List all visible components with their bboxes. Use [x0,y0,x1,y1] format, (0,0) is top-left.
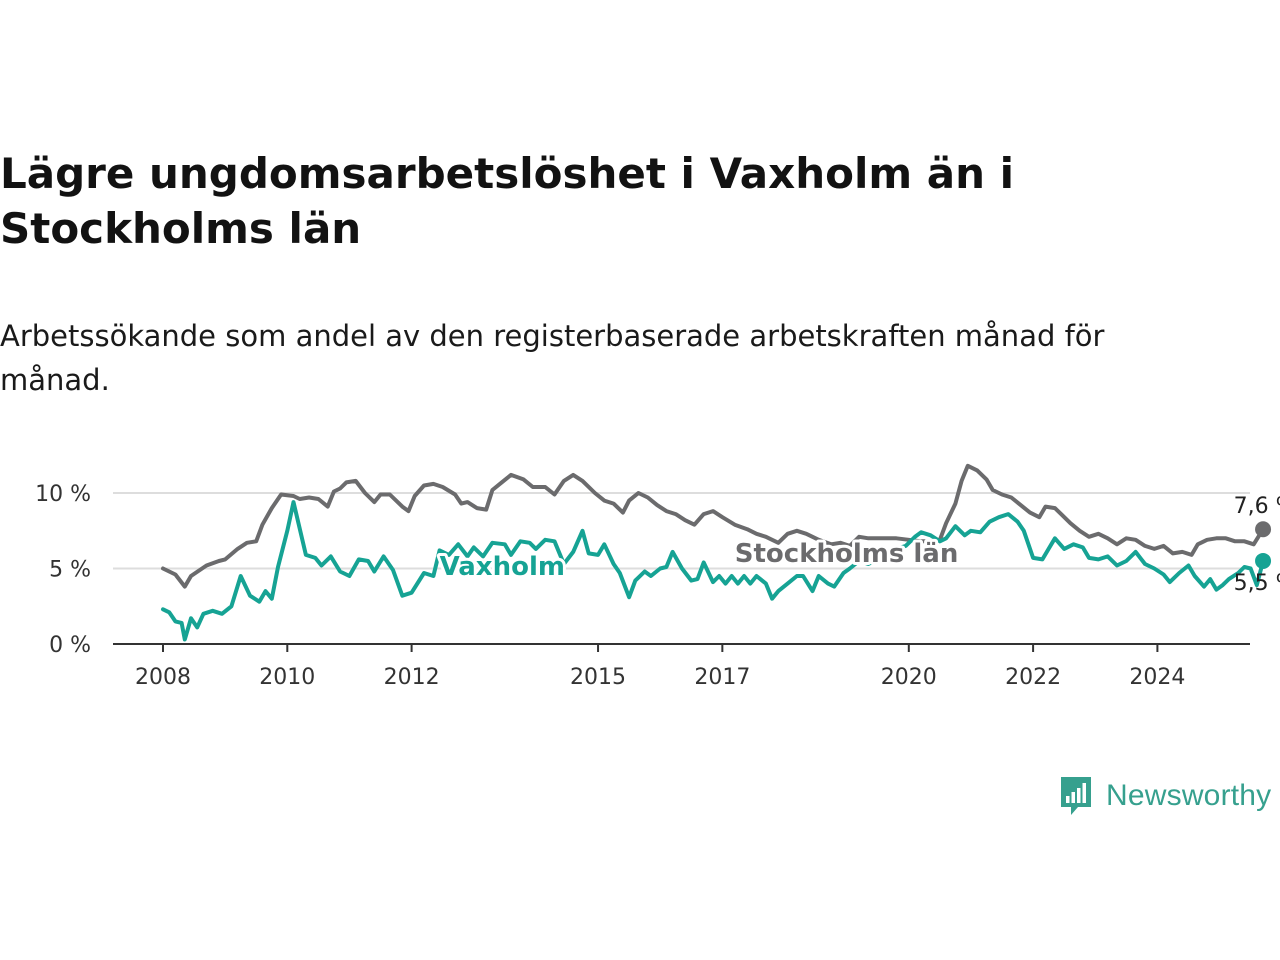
x-tick-label: 2024 [1129,665,1185,690]
x-tick-label: 2020 [881,665,937,690]
newsworthy-logo-icon [1061,777,1091,815]
y-tick-label: 0 % [49,633,91,658]
chart-subtitle: Arbetssökande som andel av den registerb… [0,319,1105,397]
newsworthy-wordmark: Newsworthy [1106,779,1272,812]
newsworthy-brand[interactable]: Newsworthy [1058,774,1271,818]
series-name-label: Vaxholm [440,552,565,582]
x-tick-label: 2010 [259,665,315,690]
y-tick-label: 5 % [49,558,91,583]
series-line-vaxholm [161,500,1266,642]
series-end-value-label: 5,5 % [1234,571,1280,596]
x-tick-label: 2022 [1005,665,1061,690]
chart-title: Lägre ungdomsarbetslöshet i Vaxholm än i… [0,149,1015,253]
series-labels: 7,6 % 5,5 % Stockholms län Vaxholm [437,494,1280,596]
x-tick-label: 2015 [570,665,626,690]
series-lines [161,463,1272,642]
series-name-label: Stockholms län [735,539,959,569]
series-end-marker-stockholms-l-n [1255,521,1272,538]
series-end-marker-vaxholm [1255,552,1272,569]
x-tick-label: 2017 [694,665,750,690]
x-tick-label: 2012 [384,665,440,690]
y-tick-label: 10 % [35,482,91,507]
series-line-stockholms-l-n [161,463,1266,589]
series-end-value-label: 7,6 % [1234,494,1280,519]
x-tick-label: 2008 [135,665,191,690]
axes: 0 % 5 % 10 % 2008 2010 2012 2015 2017 2020 2022 20… [35,482,1250,690]
